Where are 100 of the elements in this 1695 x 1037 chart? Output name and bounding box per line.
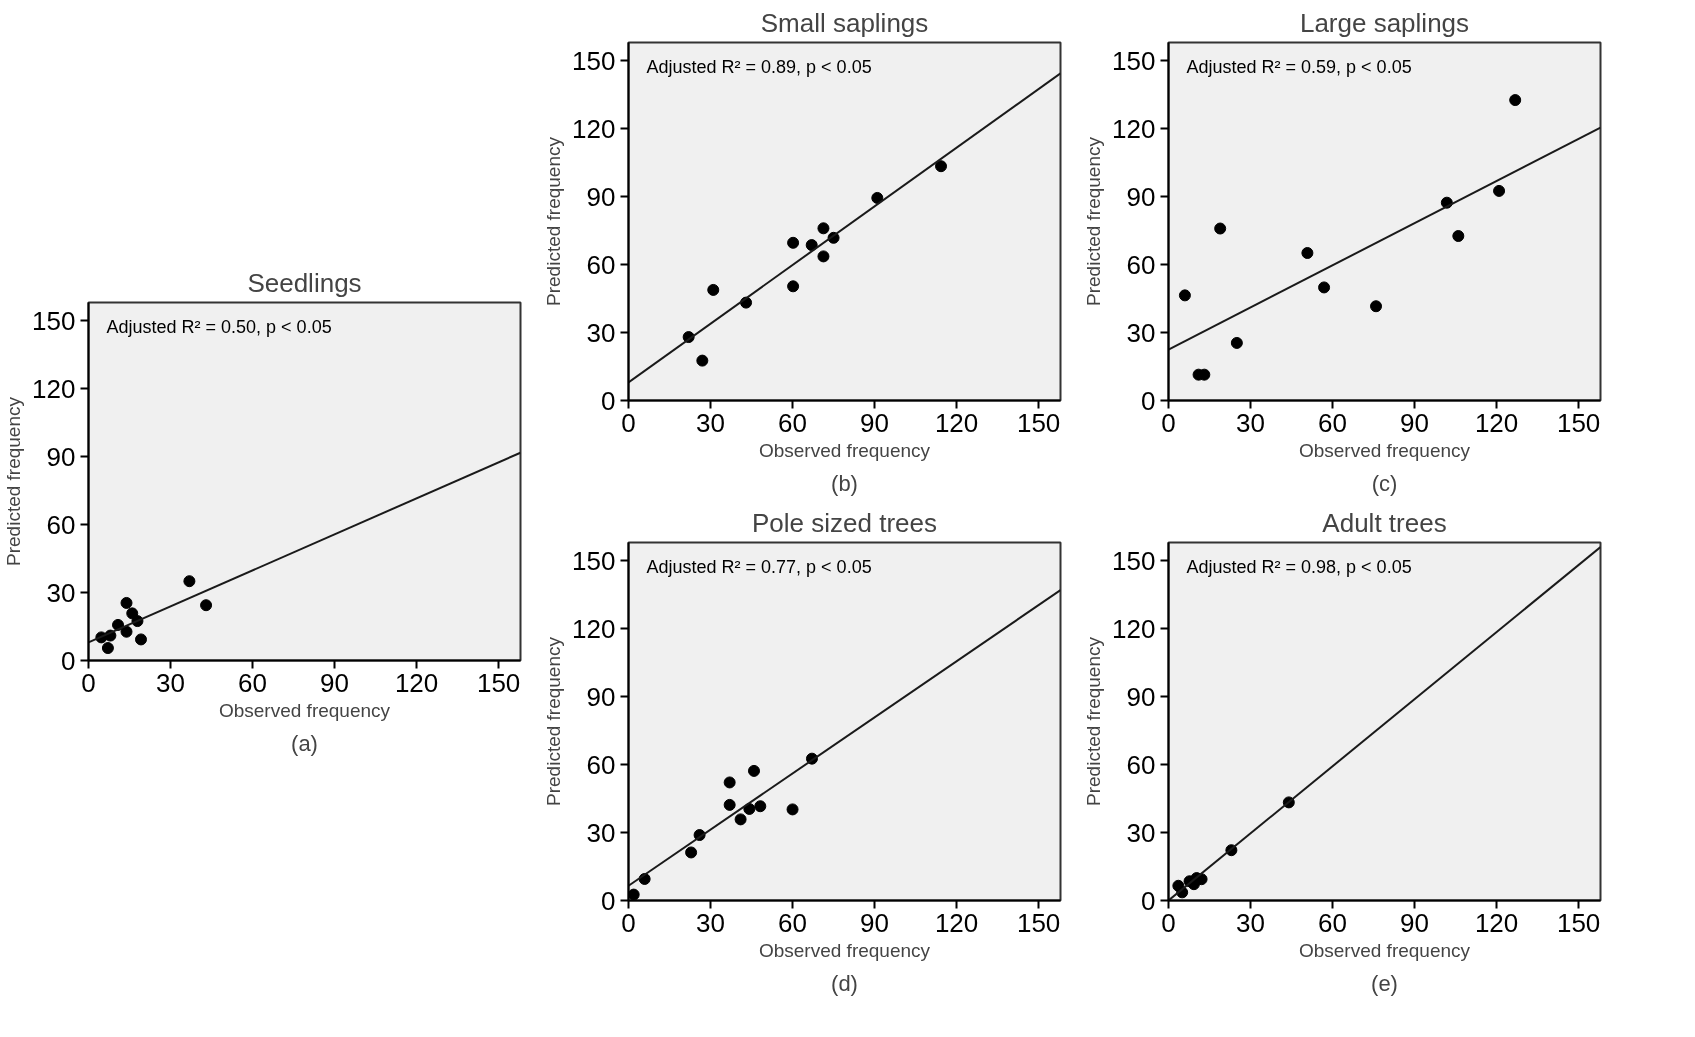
- y-tick-label: 60: [1126, 249, 1156, 280]
- text: (b): [831, 470, 858, 496]
- x-tick-label: 30: [696, 907, 725, 938]
- x-tick-label: 150: [1556, 407, 1601, 438]
- point: [628, 888, 640, 901]
- point: [1178, 289, 1191, 302]
- y-tick-label: 150: [572, 545, 616, 576]
- point: [723, 776, 736, 789]
- point: [1509, 94, 1522, 107]
- y-tick-label: 0: [1141, 885, 1156, 916]
- y-tick-label: 90: [46, 441, 76, 472]
- x-tick-label: 0: [621, 907, 636, 938]
- x-axis-title: Observed frequency: [218, 699, 391, 721]
- y-tick-label: 90: [586, 181, 616, 212]
- x-tick-label: 150: [1016, 407, 1061, 438]
- x-axis-title: Observed frequency: [1298, 939, 1471, 961]
- x-tick-label: 120: [1474, 407, 1519, 438]
- point: [200, 599, 213, 612]
- y-tick-label: 120: [32, 373, 76, 404]
- x-tick-label: 60: [238, 667, 268, 698]
- x-axis-title: Observed frequency: [758, 939, 931, 961]
- y-tick-label: 120: [1112, 113, 1156, 144]
- point: [1370, 300, 1383, 313]
- x-tick-label: 0: [81, 667, 96, 698]
- y-tick-label: 60: [586, 749, 616, 780]
- x-tick-label: 30: [1236, 407, 1265, 438]
- point: [183, 575, 196, 588]
- x-tick-label: 30: [156, 667, 185, 698]
- text: (a): [291, 730, 318, 756]
- text: (e): [1371, 970, 1398, 996]
- point: [786, 803, 799, 816]
- annotation: Adjusted R² = 0.89, p < 0.05: [646, 56, 872, 77]
- y-tick-label: 0: [1141, 385, 1156, 416]
- point: [748, 764, 760, 777]
- y-tick-label: 0: [61, 645, 76, 676]
- x-tick-label: 120: [934, 907, 979, 938]
- point: [817, 222, 830, 235]
- point: [1493, 184, 1506, 197]
- y-tick-label: 150: [32, 305, 76, 336]
- y-tick-label: 30: [586, 317, 616, 348]
- x-tick-label: 0: [621, 407, 636, 438]
- x-tick-label: 90: [320, 667, 350, 698]
- annotation: Adjusted R² = 0.98, p < 0.05: [1186, 556, 1412, 577]
- y-tick-label: 0: [601, 885, 616, 916]
- y-tick-label: 120: [572, 113, 616, 144]
- y-axis-title: Predicted frequency: [1083, 636, 1105, 806]
- y-tick-label: 150: [1112, 45, 1156, 76]
- x-tick-label: 120: [1474, 907, 1519, 938]
- y-tick-label: 60: [1126, 749, 1156, 780]
- text: (d): [831, 970, 858, 996]
- point: [101, 642, 114, 655]
- x-tick-label: 60: [1318, 407, 1348, 438]
- y-tick-label: 60: [586, 249, 616, 280]
- x-tick-label: 120: [934, 407, 979, 438]
- point: [734, 813, 747, 826]
- chart-title: Small saplings: [760, 7, 929, 38]
- y-tick-label: 120: [1112, 613, 1156, 644]
- point: [1452, 230, 1465, 242]
- annotation: Adjusted R² = 0.59, p < 0.05: [1186, 56, 1412, 77]
- y-tick-label: 60: [46, 509, 76, 540]
- x-tick-label: 90: [1400, 907, 1430, 938]
- x-tick-label: 90: [860, 407, 890, 438]
- y-tick-label: 30: [1126, 317, 1156, 348]
- annotation: Adjusted R² = 0.77, p < 0.05: [646, 556, 872, 577]
- y-tick-label: 120: [572, 613, 616, 644]
- x-tick-label: 30: [696, 407, 725, 438]
- x-tick-label: 60: [778, 907, 808, 938]
- point: [120, 625, 133, 638]
- point: [696, 354, 709, 367]
- y-axis-title: Predicted frequency: [1083, 136, 1105, 306]
- x-axis-title: Observed frequency: [1298, 439, 1471, 461]
- x-axis-title: Observed frequency: [758, 439, 931, 461]
- x-tick-label: 60: [778, 407, 808, 438]
- x-tick-label: 120: [394, 667, 439, 698]
- y-axis-title: Predicted frequency: [543, 136, 565, 306]
- x-tick-label: 150: [1016, 907, 1061, 938]
- point: [787, 280, 800, 293]
- x-tick-label: 150: [476, 667, 521, 698]
- x-tick-label: 150: [1556, 907, 1601, 938]
- chart-title: Seedlings: [247, 267, 362, 298]
- x-tick-label: 0: [1161, 407, 1176, 438]
- y-tick-label: 30: [586, 817, 616, 848]
- point: [754, 800, 767, 813]
- point: [1214, 222, 1227, 235]
- x-tick-label: 90: [860, 907, 890, 938]
- point: [805, 239, 818, 252]
- chart-title: Large saplings: [1299, 7, 1470, 38]
- y-axis-title: Predicted frequency: [3, 396, 25, 566]
- annotation: Adjusted R² = 0.50, p < 0.05: [106, 316, 332, 337]
- point: [935, 160, 948, 173]
- point: [787, 236, 800, 249]
- point: [707, 283, 720, 296]
- point: [1318, 281, 1331, 294]
- chart-title: Adult trees: [1322, 507, 1447, 538]
- text: (c): [1371, 470, 1398, 496]
- point: [685, 846, 698, 859]
- point: [120, 596, 133, 609]
- x-tick-label: 30: [1236, 907, 1265, 938]
- point: [817, 250, 830, 263]
- point: [871, 191, 884, 204]
